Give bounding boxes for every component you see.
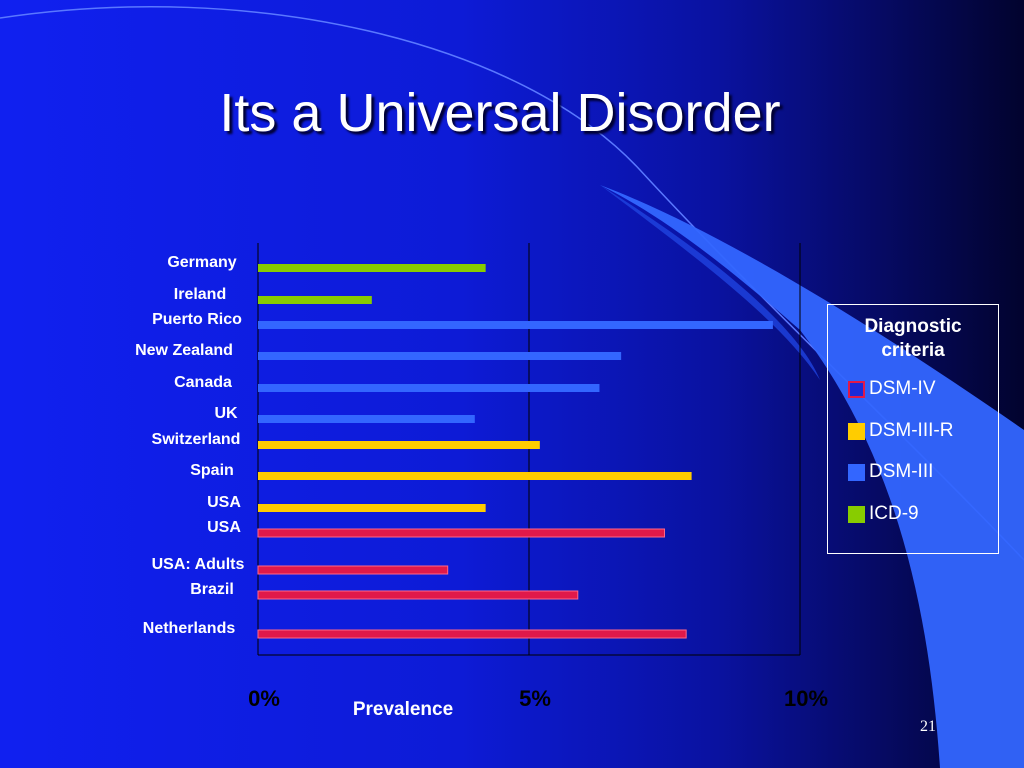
legend-label: ICD-9 [869, 503, 919, 524]
category-label: Ireland [174, 286, 226, 303]
legend-item-dsm-iv: DSM-IV [848, 377, 936, 401]
bar-new-zealand [258, 352, 622, 360]
category-label: New Zealand [135, 342, 233, 359]
category-label: Switzerland [152, 431, 241, 448]
x-axis-label: Prevalence [353, 699, 453, 720]
bar-canada [258, 384, 600, 392]
bar-brazil [257, 590, 579, 600]
legend-label: DSM-III [869, 461, 934, 482]
category-label: USA [207, 494, 241, 511]
bar-netherlands [257, 629, 687, 639]
bar-ireland [258, 296, 372, 304]
category-label: Netherlands [143, 620, 236, 637]
bar-usa [257, 528, 665, 538]
category-label: Spain [190, 462, 234, 479]
bar-usa-adults [257, 565, 449, 575]
legend-label: DSM-III-R [869, 420, 954, 441]
category-label: USA: Adults [152, 556, 245, 573]
bar-switzerland [258, 441, 540, 449]
x-tick-label: 0% [248, 686, 280, 711]
bar-uk [258, 415, 475, 423]
category-label: UK [214, 405, 238, 422]
legend-item-icd-9: ICD-9 [848, 502, 919, 526]
chart-tick-labels: 0% 5% 10% [248, 686, 828, 711]
legend-swatch-dsm-iv [848, 380, 865, 398]
category-label: Brazil [190, 581, 234, 598]
bar-germany [258, 264, 486, 272]
chart-legend: Diagnostic criteria DSM-IV DSM-III-R DSM… [827, 304, 999, 554]
category-label: Germany [167, 254, 236, 271]
chart-category-labels: Germany Ireland Puerto Rico New Zealand Cana… [135, 254, 244, 637]
bar-puerto-rico [258, 321, 773, 329]
chart-bars [257, 264, 773, 639]
legend-swatch-dsm-iii [848, 463, 865, 481]
legend-item-dsm-iii: DSM-III [848, 460, 933, 484]
legend-title: Diagnostic criteria [864, 316, 962, 361]
legend-swatch-dsm-iii-r [848, 422, 865, 440]
category-label: Puerto Rico [152, 311, 242, 328]
x-tick-label: 10% [784, 686, 828, 711]
x-tick-label: 5% [519, 686, 551, 711]
background-swoosh-fill [600, 185, 1024, 768]
category-label: Canada [174, 374, 232, 391]
bar-spain [258, 472, 692, 480]
slide-number: 21 [920, 718, 936, 735]
legend-label: DSM-IV [869, 378, 936, 399]
slide-title: Its a Universal Disorder [219, 83, 781, 143]
category-label: USA [207, 519, 241, 536]
bar-usa [258, 504, 486, 512]
legend-swatch-icd-9 [848, 505, 865, 523]
legend-item-dsm-iii-r: DSM-III-R [848, 419, 953, 443]
